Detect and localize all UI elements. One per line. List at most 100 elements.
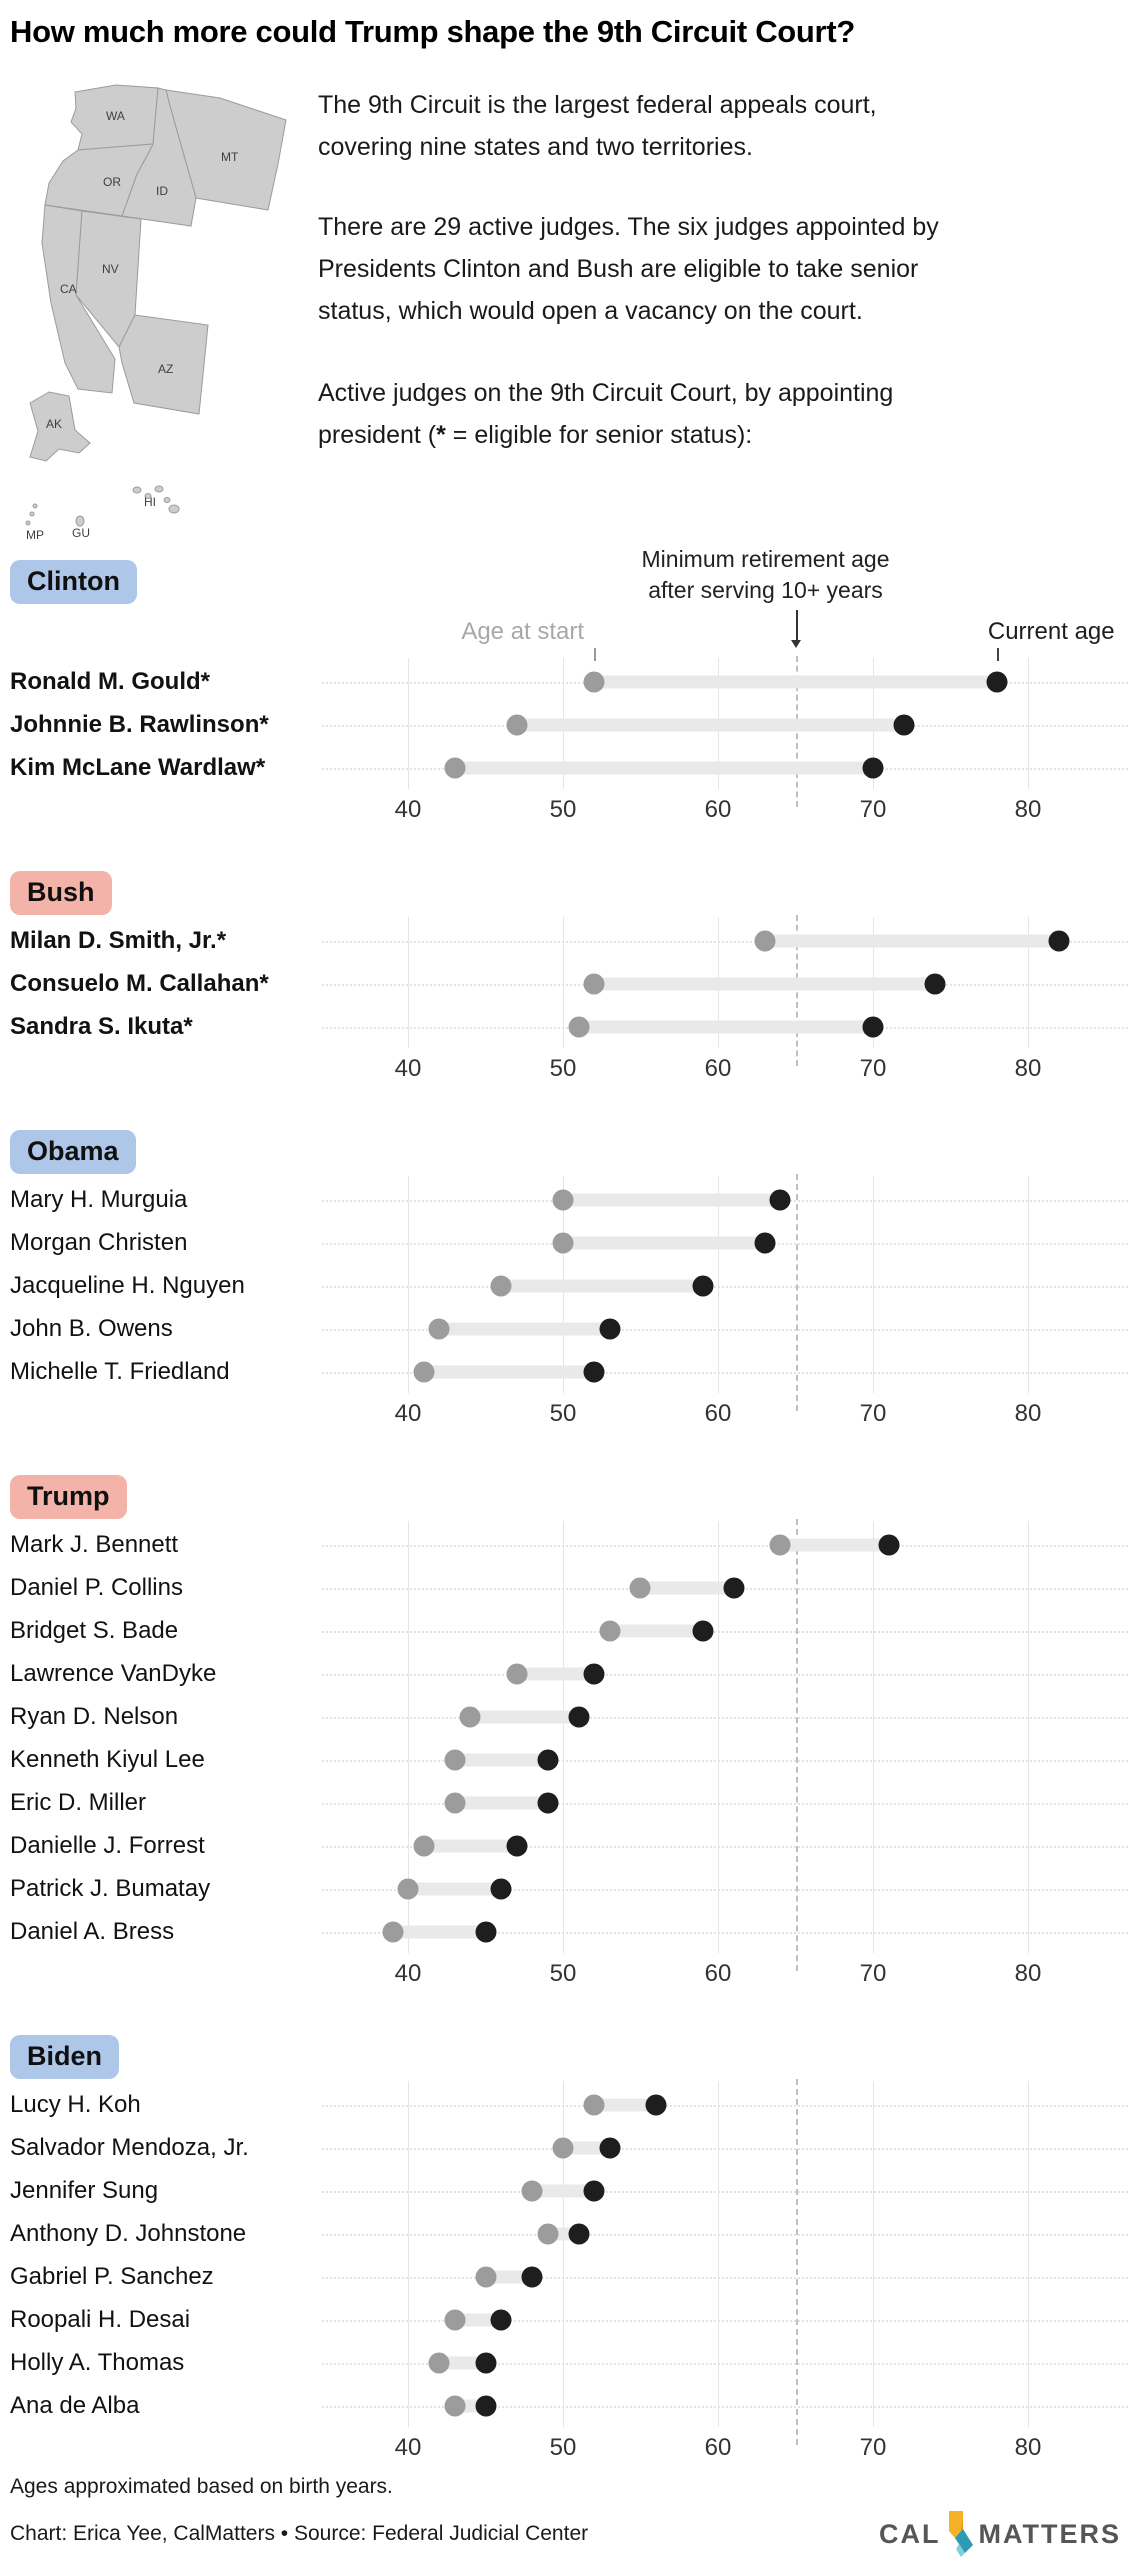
axis-tick-label: 70: [859, 2434, 887, 2461]
retirement-age-reference-line: [795, 2079, 798, 2445]
map-label-nv: NV: [102, 262, 119, 276]
judge-row-plot: [320, 1824, 1128, 1867]
current-age-dot: [754, 1232, 775, 1253]
age-at-start-dot: [444, 1749, 465, 1770]
judge-name: Salvador Mendoza, Jr.: [10, 2133, 249, 2161]
rows-wrap: Mary H. Murguia Morgan Christen Jacqueline…: [0, 1174, 1135, 1411]
axis-tick-label: 50: [549, 2434, 577, 2461]
row-leader-line: [322, 2104, 1128, 2107]
judge-name: Bridget S. Bade: [10, 1616, 179, 1644]
age-at-start-dot: [552, 1232, 574, 1253]
judge-name: Roopali H. Desai: [10, 2305, 191, 2333]
age-at-start-dot: [552, 2137, 574, 2158]
axis-tick-label: 40: [394, 1055, 422, 1082]
start-leader-tick: [594, 648, 596, 661]
age-range-bar: [493, 1279, 711, 1292]
age-at-start-dot: [413, 1361, 434, 1382]
current-age-label: Current age: [987, 618, 1115, 645]
map-label-gu: GU: [72, 526, 90, 540]
map-state-ak: [29, 391, 91, 462]
age-range-bar: [555, 1236, 773, 1249]
judge-row: Sandra S. Ikuta*: [0, 1005, 1135, 1048]
age-range-bar: [508, 1667, 602, 1680]
age-at-start-dot: [521, 2180, 543, 2201]
age-at-start-dot: [583, 671, 605, 692]
age-range-bar: [586, 675, 1005, 688]
plot-overlay: [320, 1519, 1128, 1971]
judge-name: John B. Owens: [10, 1314, 173, 1342]
rows-wrap: Lucy H. Koh Salvador Mendoza, Jr. Jennifer…: [0, 2079, 1135, 2445]
current-age-dot: [893, 714, 915, 735]
judge-row-plot: [320, 1867, 1128, 1910]
map-island-hi-3: [154, 485, 164, 493]
axis-tick-label: 70: [859, 796, 887, 823]
judge-row-plot: [320, 1264, 1128, 1307]
retirement-age-reference-line: [795, 656, 798, 807]
age-at-start-dot: [583, 2094, 605, 2115]
footer-note: Ages approximated based on birth years.: [10, 2475, 393, 2498]
judge-name: Jennifer Sung: [10, 2176, 159, 2204]
calmatters-logo-mark-icon: [948, 2511, 973, 2557]
gridline-60: [718, 1521, 719, 1953]
age-range-bar: [523, 2184, 602, 2197]
top-section: WA OR MT ID NV CA AZ AK MP GU HI The 9th…: [0, 58, 1135, 544]
map-label-wa: WA: [106, 109, 125, 123]
chart-group-bush: Bush Milan D. Smith, Jr.* Consuelo M. Call…: [0, 869, 1135, 1088]
intro-p3-text-end: = eligible for senior status):: [445, 421, 753, 449]
president-badge: Biden: [10, 2035, 120, 2079]
map-island-hi-2: [144, 493, 152, 499]
intro-paragraph-2: There are 29 active judges. The six judg…: [318, 213, 939, 325]
judge-name: Danielle J. Forrest: [10, 1831, 205, 1859]
age-at-start-dot: [490, 1275, 512, 1296]
map-label-mp: MP: [26, 528, 44, 540]
current-age-dot: [692, 1275, 713, 1296]
judge-name: Mary H. Murguia: [10, 1185, 188, 1213]
judge-name: Mark J. Bennett: [10, 1530, 179, 1558]
axis-tick-label: 50: [549, 1055, 577, 1082]
current-age-dot: [490, 1878, 512, 1899]
axis-tick-label: 60: [704, 1055, 732, 1082]
judge-row: Eric D. Miller: [0, 1781, 1135, 1824]
calmatters-logo: CAL MATTERS: [879, 2511, 1121, 2557]
age-at-start-dot: [444, 1792, 465, 1813]
age-range-bar: [446, 1753, 556, 1766]
judge-row-plot: [320, 2384, 1128, 2427]
gridline-50: [563, 2081, 564, 2427]
gridline-40: [408, 658, 409, 789]
map-label-ak: AK: [46, 417, 62, 431]
age-at-start-dot: [459, 1706, 481, 1727]
judge-row: Anthony D. Johnstone: [0, 2212, 1135, 2255]
intro-p3-text: Active judges on the 9th Circuit Court, …: [318, 379, 894, 449]
rows-wrap: Mark J. Bennett Daniel P. Collins Bridget …: [0, 1519, 1135, 1971]
page-title: How much more could Trump shape the 9th …: [10, 14, 855, 49]
axis-tick-label: 50: [549, 796, 577, 823]
age-at-start-dot: [428, 1318, 450, 1339]
current-age-dot: [568, 2223, 589, 2244]
footer: Ages approximated based on birth years. …: [0, 2475, 1135, 2557]
row-leader-line: [322, 2405, 1128, 2408]
judge-name: Patrick J. Bumatay: [10, 1874, 211, 1902]
rows-wrap: Ronald M. Gould* Johnnie B. Rawlinson* Kim…: [0, 656, 1135, 807]
asterisk-note: *: [436, 421, 446, 449]
axis-tick-label: 50: [549, 1400, 577, 1427]
row-leader-line: [322, 1716, 1128, 1719]
retirement-age-reference-line: [795, 1519, 798, 1971]
axis-tick-label: 80: [1014, 2434, 1042, 2461]
row-leader-line: [322, 1845, 1128, 1848]
judge-row-plot: [320, 1695, 1128, 1738]
judge-row: Ana de Alba: [0, 2384, 1135, 2427]
judge-row: John B. Owens: [0, 1307, 1135, 1350]
gridline-80: [1028, 2081, 1029, 2427]
age-at-start-dot: [537, 2223, 558, 2244]
row-leader-line: [322, 1673, 1128, 1676]
row-leader-line: [322, 2190, 1128, 2193]
judge-row-plot: [320, 1652, 1128, 1695]
retirement-age-annotation: Minimum retirement age after serving 10+…: [641, 546, 890, 603]
gridline-40: [408, 1176, 409, 1393]
chart-group-biden: Biden Lucy H. Koh Salvador Mendoza, Jr. Jen…: [0, 2033, 1135, 2467]
row-leader-line: [322, 1285, 1128, 1288]
gridline-80: [1028, 1521, 1029, 1953]
age-at-start-dot: [754, 930, 775, 951]
current-age-dot: [1048, 930, 1070, 951]
row-leader-line: [322, 2362, 1128, 2365]
